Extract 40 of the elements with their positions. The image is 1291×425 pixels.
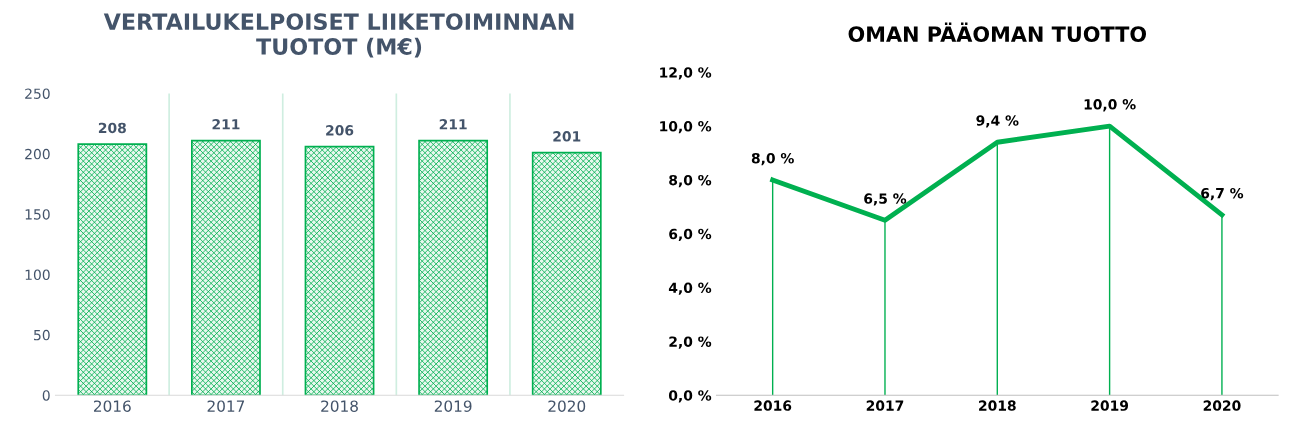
- y-tick-label: 0,0 %: [668, 390, 712, 403]
- data-label: 10,0 %: [1084, 99, 1136, 112]
- data-label: 8,0 %: [751, 152, 794, 166]
- chart-title: OMAN PÄÄOMAN TUOTTO: [848, 22, 1147, 42]
- x-tick-label: 2017: [866, 400, 904, 411]
- x-tick-label: 2016: [754, 400, 792, 411]
- data-label: 201: [553, 131, 581, 142]
- data-label: 208: [98, 122, 126, 134]
- bar: [191, 139, 261, 396]
- y-tick-label: 250: [25, 88, 50, 99]
- data-label: 6,7 %: [1201, 187, 1244, 201]
- x-tick-label: 2018: [321, 400, 358, 412]
- x-tick-label: 2019: [1091, 400, 1129, 411]
- x-tick-label: 2018: [979, 400, 1016, 411]
- bar: [531, 151, 602, 396]
- data-label: 211: [439, 119, 467, 130]
- y-tick-label: 2,0 %: [669, 336, 712, 349]
- y-tick-label: 4,0 %: [668, 282, 712, 295]
- x-tick-label: 2020: [1203, 400, 1241, 411]
- data-label: 211: [212, 119, 240, 130]
- y-tick-label: 6,0 %: [669, 228, 712, 241]
- x-tick-label: 2019: [434, 400, 472, 412]
- y-tick-label: 50: [34, 329, 50, 341]
- x-tick-label: 2017: [207, 400, 245, 412]
- data-label: 206: [326, 125, 354, 136]
- y-tick-label: 100: [25, 269, 50, 281]
- y-tick-label: 0: [42, 390, 50, 401]
- data-label: 9,4 %: [976, 115, 1019, 128]
- bar: [77, 143, 148, 396]
- y-tick-label: 200: [25, 148, 50, 160]
- y-tick-label: 10,0 %: [660, 121, 712, 134]
- x-tick-label: 2020: [548, 400, 586, 412]
- x-tick-label: 2016: [94, 400, 131, 412]
- y-tick-label: 12,0 %: [660, 67, 712, 80]
- bar: [304, 145, 375, 396]
- y-tick-label: 150: [25, 209, 50, 220]
- data-label: 6,5 %: [864, 193, 907, 206]
- y-tick-label: 8,0 %: [669, 174, 712, 188]
- bar: [418, 139, 489, 396]
- chart-title: VERTAILUKELPOISET LIIKETOIMINNAN TUOTOT (M€): [103, 13, 574, 58]
